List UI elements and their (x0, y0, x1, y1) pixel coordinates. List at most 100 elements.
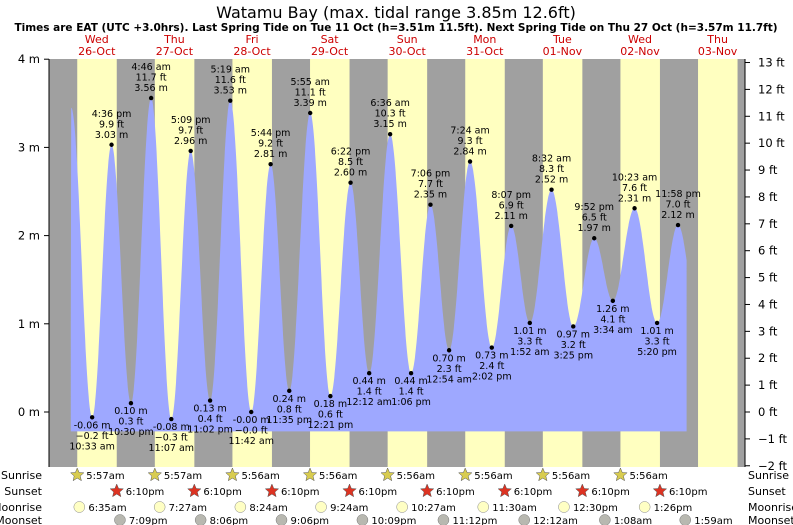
low-tide-label: 3.3 ft (645, 336, 670, 347)
low-tide-label: −0.0 ft (235, 426, 268, 437)
left-tick-label: 1 m (18, 317, 40, 331)
right-tick-label: 7 ft (758, 217, 778, 231)
day-date-label: 29-Oct (311, 45, 349, 58)
moonrise-time-label: 6:35am (88, 503, 126, 514)
sunrise-icon (380, 467, 395, 482)
day-labels: Wed26-OctThu27-OctFri28-OctSat29-OctSun3… (78, 33, 738, 58)
day-name-label: Thu (163, 33, 185, 46)
right-tick-label: 1 ft (758, 378, 778, 392)
high-tide-label: 8:07 pm (491, 190, 531, 201)
moonrise-time-label: 1:26pm (654, 503, 693, 514)
row-label-right: Moonrise (748, 501, 793, 514)
low-tide-label: -0.08 m (153, 422, 190, 433)
low-tide-label: 4.1 ft (600, 314, 625, 325)
high-tide-point (387, 131, 393, 137)
high-tide-point (428, 202, 433, 207)
day-name-label: Fri (245, 33, 258, 46)
sun-time-label: 5:57am (164, 471, 202, 482)
sunset-icon (109, 483, 125, 498)
moonset-time-label: 7:09pm (129, 516, 168, 525)
high-tide-label: 9.7 ft (178, 125, 203, 136)
low-tide-label: 1.4 ft (357, 387, 382, 398)
sunrise-icon (613, 467, 628, 482)
day-date-label: 31-Oct (466, 45, 504, 58)
left-tick-label: 2 m (18, 229, 40, 243)
low-tide-label: 11:07 am (149, 443, 194, 454)
right-tick-label: −1 ft (758, 432, 787, 446)
high-tide-label: 2.12 m (661, 210, 694, 221)
right-tick-label: 3 ft (758, 324, 778, 338)
sun-time-label: 5:57am (86, 471, 124, 482)
moonset-icon (679, 514, 691, 525)
low-tide-label: 2:02 pm (472, 372, 512, 383)
high-tide-label: 7.6 ft (622, 183, 647, 194)
sunrise-icon (225, 467, 240, 482)
moonset-icon (437, 514, 450, 525)
moonrise-icon (638, 501, 651, 513)
high-tide-label: 3.53 m (214, 86, 247, 97)
low-tide-label: 0.18 m (314, 399, 347, 410)
sunset-icon (497, 483, 513, 498)
moonset-time-label: 10:09pm (371, 516, 416, 525)
low-tide-label: 2.4 ft (479, 361, 504, 372)
low-tide-label: 12:21 pm (308, 420, 354, 431)
low-tide-point (328, 393, 333, 399)
right-tick-label: 13 ft (758, 56, 785, 70)
low-tide-label: 1.01 m (640, 326, 673, 337)
chart-title: Watamu Bay (max. tidal range 3.85m 12.6f… (216, 3, 576, 22)
moonrise-time-label: 11:30am (492, 503, 537, 514)
high-tide-label: 3.03 m (95, 130, 128, 141)
sunrise-icon (457, 467, 473, 482)
moonset-time-label: 8:06pm (210, 516, 249, 525)
sunset-icon (342, 483, 357, 498)
high-tide-point (228, 98, 233, 103)
high-tide-point (508, 223, 514, 229)
low-tide-label: 0.10 m (114, 406, 147, 417)
high-tide-label: 7.7 ft (418, 179, 443, 190)
day-name-label: Wed (628, 33, 652, 46)
high-tide-point (148, 95, 154, 101)
high-tide-label: 11.6 ft (215, 75, 246, 86)
low-tide-point (527, 320, 533, 326)
sunset-icon (575, 483, 590, 498)
right-tick-label: 4 ft (758, 297, 778, 311)
row-label-right: Moonset (748, 514, 793, 525)
low-tide-point (287, 388, 292, 394)
low-tide-label: 3.2 ft (561, 340, 586, 351)
moonrise-icon (315, 501, 327, 513)
high-tide-label: 2.31 m (618, 193, 651, 204)
sunrise-icon (535, 467, 551, 482)
sun-time-label: 5:56am (629, 471, 667, 482)
low-tide-label: 0.13 m (193, 404, 226, 415)
low-tide-label: 2.3 ft (437, 364, 462, 375)
low-tide-point (207, 398, 213, 403)
day-name-label: Wed (85, 33, 109, 46)
chart-subtitle: Times are EAT (UTC +3.0hrs). Last Spring… (14, 22, 777, 34)
low-tide-label: 11:02 pm (187, 425, 233, 436)
sun-time-label: 5:56am (552, 471, 590, 482)
moonset-time-label: 1:08am (614, 516, 652, 525)
low-tide-label: 1:06 pm (391, 397, 431, 408)
low-tide-point (408, 370, 414, 376)
sunrise-icon (69, 467, 85, 482)
low-tide-point (169, 416, 174, 422)
high-tide-label: 6:22 pm (331, 147, 371, 158)
low-tide-label: -0.00 m (233, 415, 270, 426)
right-tick-label: 6 ft (758, 244, 778, 258)
high-tide-label: 7.0 ft (666, 200, 691, 211)
star-time-label: 6:10pm (514, 487, 553, 498)
day-name-label: Mon (473, 33, 496, 46)
low-tide-label: 0.97 m (557, 329, 590, 340)
low-tide-label: −0.3 ft (155, 433, 188, 444)
sun-time-label: 5:56am (397, 471, 435, 482)
high-tide-label: 6:36 am (370, 98, 409, 109)
high-tide-label: 3.56 m (134, 83, 167, 94)
high-tide-label: 5:19 am (211, 65, 250, 76)
low-tide-label: 0.44 m (352, 376, 385, 387)
high-tide-label: 10.3 ft (375, 109, 406, 120)
low-tide-label: 12:12 am (346, 397, 391, 408)
moonrise-icon (234, 501, 247, 513)
left-tick-label: 0 m (18, 405, 40, 419)
low-tide-label: 0.4 ft (198, 414, 223, 425)
